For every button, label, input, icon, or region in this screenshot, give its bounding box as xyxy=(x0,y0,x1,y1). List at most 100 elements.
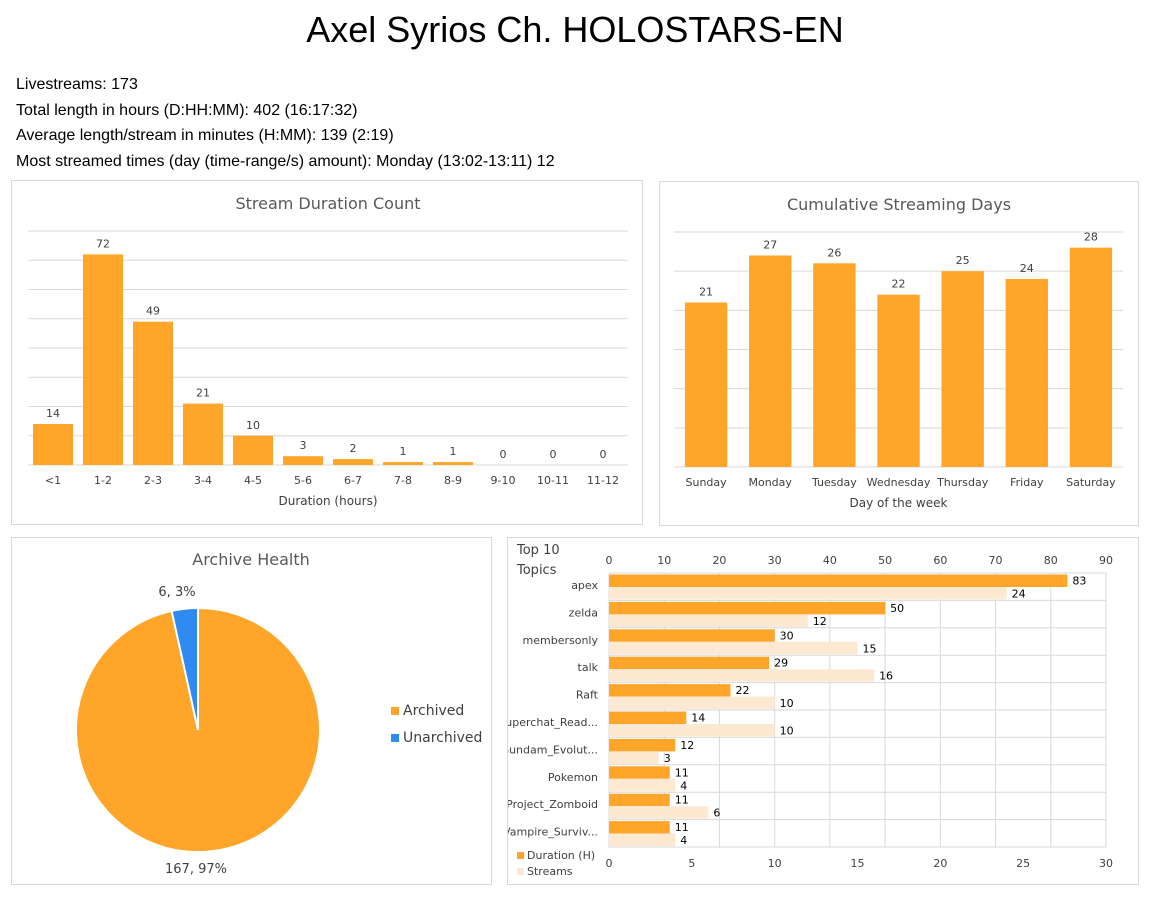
bar-streams-zelda xyxy=(609,614,808,627)
bar-duration-superchat-read xyxy=(609,711,687,724)
data-label-duration-apex: 83 xyxy=(1072,575,1086,588)
top-axis-tick-20: 20 xyxy=(712,554,726,567)
data-label-streams-apex: 24 xyxy=(1012,588,1026,601)
category-label-raft: Raft xyxy=(576,689,599,702)
archive-health-chart: Archive Health 167, 97% 6, 3% Archived Unarc… xyxy=(75,550,482,877)
data-label-streams-membersonly: 15 xyxy=(863,642,877,655)
bar-duration-gundam-evolut xyxy=(609,738,676,752)
x-tick-label-monday: Monday xyxy=(748,476,792,489)
bottom-axis-tick-15: 15 xyxy=(851,857,865,870)
bar-duration-raft xyxy=(609,684,731,697)
category-label-membersonly: membersonly xyxy=(523,634,599,647)
pie-slice-unarchived xyxy=(170,606,199,731)
bar-streams-apex xyxy=(609,587,1007,600)
data-label-tuesday: 26 xyxy=(827,246,841,259)
data-label-streams-zelda: 12 xyxy=(813,615,827,628)
category-label-gundam-evolut: Gundam_Evolut... xyxy=(508,743,598,756)
data-label-streams-talk: 16 xyxy=(879,670,893,683)
streaming-days-panel: Cumulative Streaming Days 21 Sunday 27 Monda… xyxy=(659,181,1139,526)
data-label-10-11: 0 xyxy=(550,448,557,461)
bar-duration-vampire-surviv xyxy=(609,821,670,834)
data-label-streams-project-zomboid: 6 xyxy=(713,807,720,820)
x-tick-label-1-2: 1-2 xyxy=(94,474,112,487)
category-label-superchat-read: Superchat_Read... xyxy=(508,716,598,729)
bar-duration-apex xyxy=(609,574,1068,587)
data-label-4-5: 10 xyxy=(246,419,260,432)
data-label-1: 14 xyxy=(46,407,60,420)
bar-thursday xyxy=(941,271,984,467)
data-label-duration-membersonly: 30 xyxy=(780,629,794,642)
top-topics-chart: Top 10 Topics 0 10 20 30 40 50 60 70 80 90 0 5 10 15 20 2… xyxy=(498,543,1113,878)
bar-streams-vampire-surviv xyxy=(609,833,676,847)
data-label-duration-superchat-read: 14 xyxy=(691,712,705,725)
bar-tuesday xyxy=(813,263,856,467)
bar-streams-superchat-read xyxy=(609,724,775,737)
top-axis-tick-60: 60 xyxy=(933,554,947,567)
bar-7-8 xyxy=(383,462,423,465)
duration-count-chart: Stream Duration Count14<1721-2492-3213-4… xyxy=(28,194,628,508)
data-label-8-9: 1 xyxy=(450,445,457,458)
chart-title-line1: Top 10 xyxy=(516,543,560,558)
data-label-duration-raft: 22 xyxy=(735,684,749,697)
data-label-duration-project-zomboid: 11 xyxy=(675,794,689,807)
legend-label-unarchived: Unarchived xyxy=(403,730,482,746)
chart-title-line2: Topics xyxy=(516,563,557,578)
bar-duration-talk xyxy=(609,656,770,670)
x-tick-label-6-7: 6-7 xyxy=(344,474,362,487)
legend-swatch-unarchived xyxy=(391,734,399,742)
x-tick-label-10-11: 10-11 xyxy=(537,474,569,487)
data-label-7-8: 1 xyxy=(400,445,407,458)
legend-swatch-archived xyxy=(391,707,399,715)
data-label-11-12: 0 xyxy=(600,448,607,461)
data-label-saturday: 28 xyxy=(1084,231,1098,244)
data-label-streams-vampire-surviv: 4 xyxy=(680,834,687,847)
data-label-3-4: 21 xyxy=(196,387,210,400)
data-label-streams-pokemon: 4 xyxy=(680,779,687,792)
bar-8-9 xyxy=(433,462,473,465)
stat-most-streamed: Most streamed times (day (time-range/s) … xyxy=(16,153,555,171)
x-tick-label-thursday: Thursday xyxy=(936,476,989,489)
top-topics-panel: Top 10 Topics 0 10 20 30 40 50 60 70 80 90 0 5 10 15 20 2… xyxy=(498,537,1139,885)
x-tick-label-8-9: 8-9 xyxy=(444,474,462,487)
bar-saturday xyxy=(1069,247,1113,467)
stat-average-length: Average length/stream in minutes (H:MM):… xyxy=(16,127,394,145)
bar-monday xyxy=(749,255,792,467)
top-axis-tick-30: 30 xyxy=(768,554,782,567)
top-axis-tick-90: 90 xyxy=(1099,554,1113,567)
bottom-axis-tick-5: 5 xyxy=(688,857,695,870)
data-label-archived: 167, 97% xyxy=(165,862,227,877)
data-label-duration-vampire-surviv: 11 xyxy=(675,821,689,834)
bar-2-3 xyxy=(133,321,173,465)
archive-health-panel: Archive Health 167, 97% 6, 3% Archived Unarc… xyxy=(11,537,492,885)
bar-3-4 xyxy=(183,403,223,465)
x-tick-label-wednesday: Wednesday xyxy=(867,476,931,489)
top-axis-tick-10: 10 xyxy=(657,554,671,567)
data-label-thursday: 25 xyxy=(956,254,970,267)
top-axis-tick-40: 40 xyxy=(823,554,837,567)
bottom-axis-tick-30: 30 xyxy=(1099,857,1113,870)
streaming-days-chart: Cumulative Streaming Days 21 Sunday 27 Monda… xyxy=(674,195,1123,510)
category-label-zelda: zelda xyxy=(569,606,598,619)
data-label-duration-gundam-evolut: 12 xyxy=(680,739,694,752)
data-label-unarchived: 6, 3% xyxy=(158,585,195,600)
data-label-duration-pokemon: 11 xyxy=(675,766,689,779)
bar-wednesday xyxy=(877,294,920,467)
bar-1 xyxy=(33,424,73,465)
data-label-2-3: 49 xyxy=(146,305,160,318)
category-label-project-zomboid: Project_Zomboid xyxy=(508,798,598,811)
bottom-axis-tick-0: 0 xyxy=(606,857,613,870)
bar-streams-project-zomboid xyxy=(609,806,709,819)
stat-livestreams: Livestreams: 173 xyxy=(16,76,138,93)
data-label-monday: 27 xyxy=(763,239,777,252)
data-label-wednesday: 22 xyxy=(892,278,906,291)
bar-5-6 xyxy=(283,456,323,465)
top-axis-tick-70: 70 xyxy=(989,554,1003,567)
bar-streams-talk xyxy=(609,669,875,682)
bottom-axis-tick-20: 20 xyxy=(933,857,947,870)
x-tick-label-3-4: 3-4 xyxy=(194,474,212,487)
data-label-5-6: 3 xyxy=(300,439,307,452)
top-axis-tick-0: 0 xyxy=(606,554,613,567)
data-label-duration-talk: 29 xyxy=(774,657,788,670)
bar-duration-project-zomboid xyxy=(609,793,670,807)
chart-title: Archive Health xyxy=(192,550,310,569)
